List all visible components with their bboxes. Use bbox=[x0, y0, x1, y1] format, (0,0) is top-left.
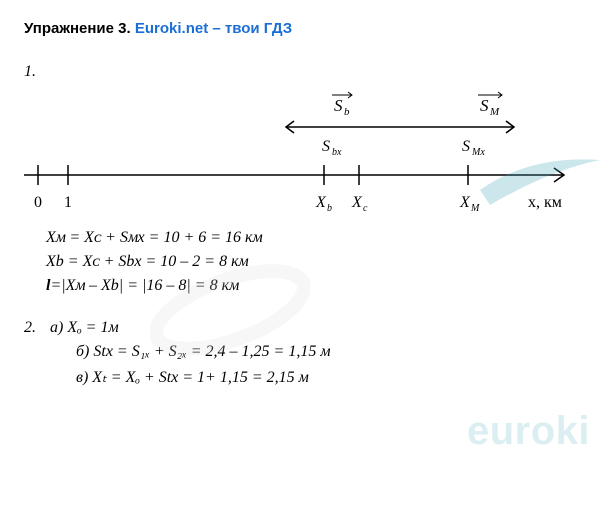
svg-text:1: 1 bbox=[64, 194, 72, 211]
svg-text:X: X bbox=[459, 194, 471, 211]
svg-text:b: b bbox=[344, 106, 350, 118]
svg-text:M: M bbox=[470, 203, 480, 214]
svg-text:S: S bbox=[462, 138, 470, 155]
part-b-label: б) bbox=[76, 343, 89, 360]
part-c-text: Xₜ = Xₒ + Stx = 1+ 1,15 = 2,15 м bbox=[92, 369, 309, 386]
svg-text:X: X bbox=[351, 194, 363, 211]
svg-text:X: X bbox=[315, 194, 327, 211]
equation-distance: l=|Xᴍ – Xb| = |16 – 8| = 8 км bbox=[46, 277, 576, 295]
svg-text:c: c bbox=[363, 203, 368, 214]
part-b: б) Stx = S₁ₓ + S₂ₓ = 2,4 – 1,25 = 1,15 м bbox=[76, 343, 576, 361]
svg-text:S: S bbox=[334, 96, 343, 115]
section-2: 2. а) Xₒ = 1м bbox=[24, 319, 576, 337]
exercise-title: Упражнение 3. bbox=[24, 20, 131, 37]
svg-text:bx: bx bbox=[332, 147, 342, 158]
equation-distance-rhs: =|Xᴍ – Xb| = |16 – 8| = 8 км bbox=[50, 277, 239, 294]
svg-text:b: b bbox=[327, 203, 332, 214]
svg-text:S: S bbox=[322, 138, 330, 155]
source-link-text: Euroki.net – твои ГДЗ bbox=[135, 20, 292, 37]
equation-xb: Xb = Xᴄ + Sbx = 10 – 2 = 8 км bbox=[46, 253, 576, 271]
exercise-header: Упражнение 3. Euroki.net – твои ГДЗ bbox=[24, 20, 576, 37]
svg-text:Mx: Mx bbox=[471, 147, 485, 158]
section-2-number: 2. bbox=[24, 319, 46, 337]
part-b-text: Stx = S₁ₓ + S₂ₓ = 2,4 – 1,25 = 1,15 м bbox=[93, 343, 330, 360]
vectors-diagram: S b S M bbox=[24, 87, 576, 137]
part-a-label: а) bbox=[50, 319, 63, 336]
part-c: в) Xₜ = Xₒ + Stx = 1+ 1,15 = 2,15 м bbox=[76, 367, 576, 387]
section-1: 1. bbox=[24, 63, 576, 81]
number-line-diagram: S bx S Mx 0 1 X b X c X M х, км bbox=[24, 137, 576, 223]
svg-text:S: S bbox=[480, 96, 489, 115]
part-a-text: Xₒ = 1м bbox=[67, 319, 118, 336]
part-c-label: в) bbox=[76, 369, 88, 386]
section-1-number: 1. bbox=[24, 63, 46, 81]
equation-xm: Xᴍ = Xᴄ + Sᴍx = 10 + 6 = 16 км bbox=[46, 229, 576, 247]
svg-text:0: 0 bbox=[34, 194, 42, 211]
watermark-text: euroki bbox=[467, 409, 590, 454]
svg-text:M: M bbox=[489, 106, 500, 118]
svg-text:х, км: х, км bbox=[528, 194, 562, 211]
